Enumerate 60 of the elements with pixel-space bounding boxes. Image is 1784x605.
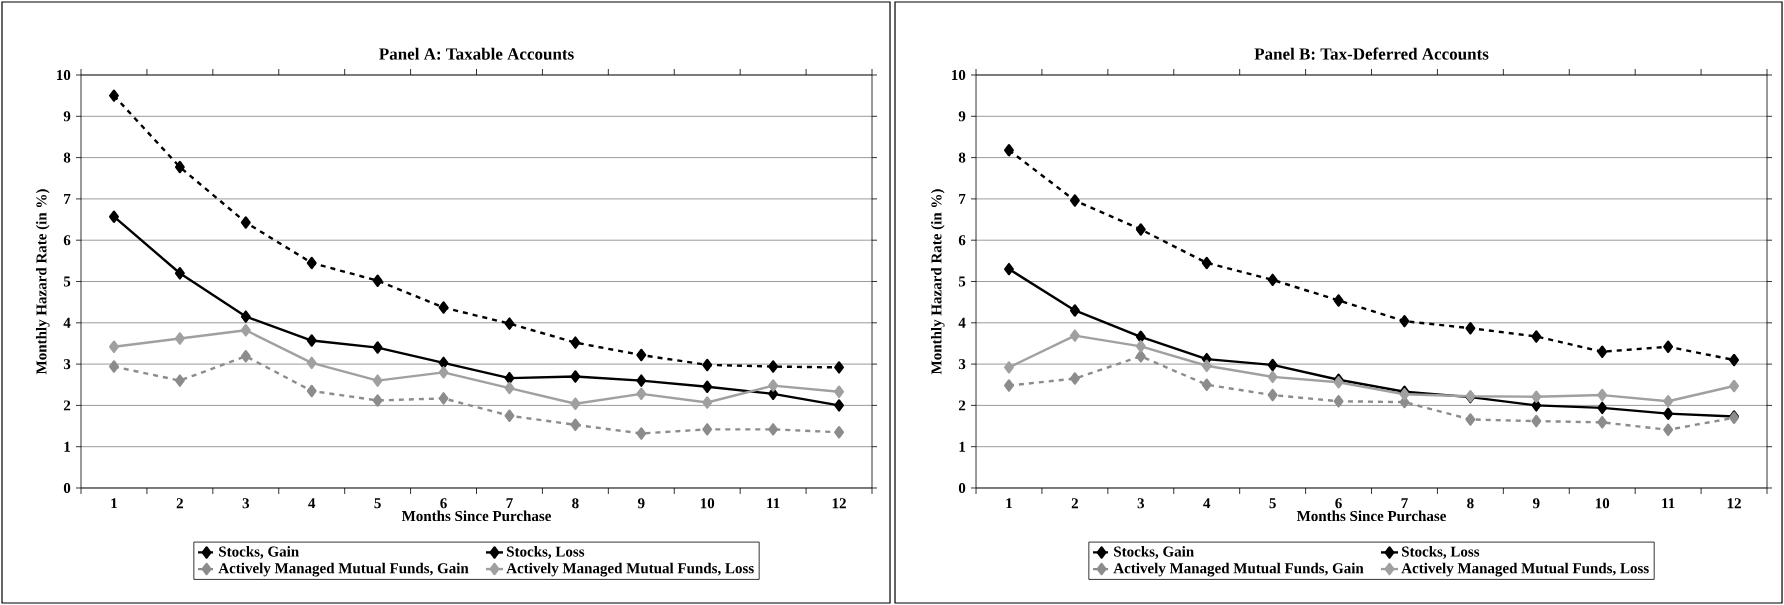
chart-title: Panel A: Taxable Accounts [379,47,574,60]
x-axis-title: Months Since Purchase [1296,510,1446,522]
y-tick-label: 3 [958,359,966,370]
y-tick-label: 7 [64,193,71,204]
x-tick-label: 2 [1071,498,1078,509]
x-tick-label: 5 [374,498,381,509]
y-tick-label: 10 [952,69,966,81]
x-tick-label: 1 [111,498,117,509]
x-tick-label: 12 [1727,498,1741,509]
x-tick-label: 12 [832,498,846,509]
y-tick-label: 8 [63,152,71,163]
x-tick-label: 10 [1595,498,1610,509]
x-tick-label: 2 [176,498,183,509]
x-tick-label: 11 [767,498,780,509]
y-tick-label: 1 [64,441,71,452]
y-tick-label: 6 [958,235,966,246]
legend-label: Actively Managed Mutual Funds, Loss [506,562,754,577]
y-tick-label: 5 [958,276,966,287]
y-tick-label: 1 [959,441,966,452]
x-tick-label: 10 [700,498,715,509]
y-tick-label: 2 [958,400,966,411]
legend-label: Stocks, Loss [1402,546,1480,559]
legend-label: Actively Managed Mutual Funds, Gain [1113,562,1364,577]
x-tick-label: 7 [1401,498,1408,509]
x-tick-label: 6 [440,498,447,509]
x-tick-label: 1 [1006,498,1012,509]
x-tick-label: 8 [572,498,579,509]
y-tick-label: 3 [63,359,71,370]
y-tick-label: 6 [63,235,71,246]
y-tick-label: 2 [63,400,71,411]
chart-title: Panel B: Tax-Deferred Accounts [1254,47,1489,60]
y-tick-label: 5 [63,276,71,287]
legend-label: Actively Managed Mutual Funds, Loss [1401,562,1649,577]
legend-label: Stocks, Gain [219,546,299,559]
x-tick-label: 3 [1137,498,1145,509]
y-tick-label: 7 [959,193,966,204]
y-tick-label: 9 [958,111,966,122]
y-tick-label: 8 [958,152,966,163]
x-tick-label: 9 [1532,498,1540,509]
x-tick-label: 4 [308,498,316,509]
legend-label: Stocks, Loss [507,546,585,559]
y-tick-label: 4 [63,317,71,328]
legend-label: Stocks, Gain [1114,546,1194,559]
x-tick-label: 4 [1203,498,1211,509]
y-tick-label: 0 [958,482,966,494]
x-tick-label: 11 [1662,498,1675,509]
y-tick-label: 10 [57,69,71,81]
y-tick-label: 9 [63,111,71,122]
x-tick-label: 9 [637,498,645,509]
legend-label: Actively Managed Mutual Funds, Gain [218,562,469,577]
y-tick-label: 4 [958,317,966,328]
x-tick-label: 3 [242,498,250,509]
x-tick-label: 6 [1335,498,1342,509]
y-axis-title: Monthly Hazard Rate (in %) [35,189,50,375]
y-axis-title: Monthly Hazard Rate (in %) [930,189,945,375]
x-tick-label: 7 [506,498,513,509]
y-tick-label: 0 [63,482,71,494]
x-tick-label: 5 [1269,498,1276,509]
x-tick-label: 8 [1467,498,1474,509]
x-axis-title: Months Since Purchase [401,510,551,522]
